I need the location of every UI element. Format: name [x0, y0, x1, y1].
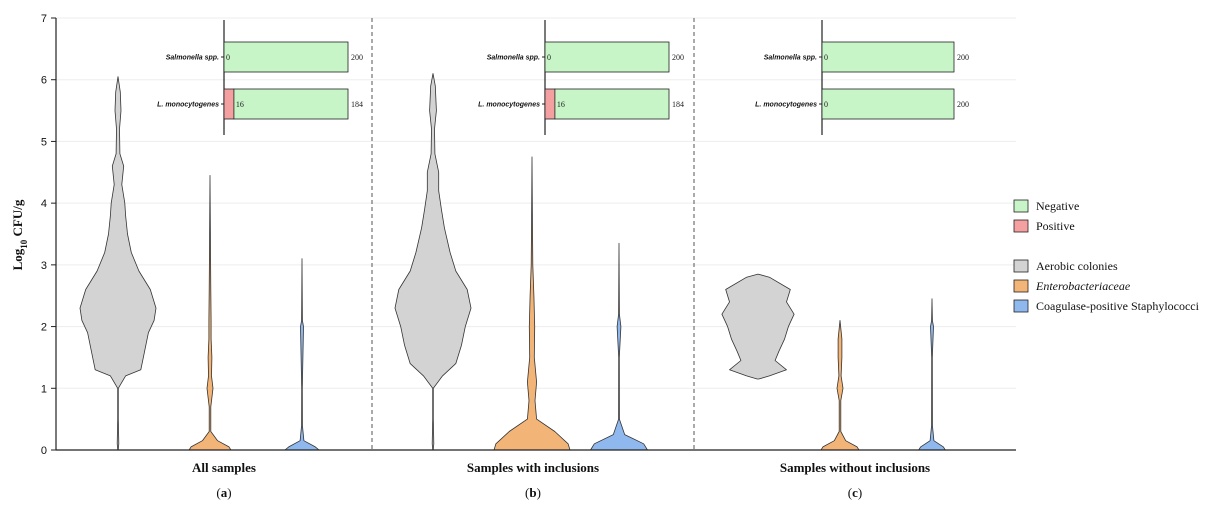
- legend: Negative Positive Aerobic colonies Enteroba…: [1013, 199, 1200, 313]
- y-axis-label: Log10 CFU/g: [10, 199, 29, 270]
- violin-enterobacteriaceae-b: [493, 156, 571, 451]
- inset-bar-negative: [821, 88, 955, 120]
- y-tick-label: 2: [41, 322, 47, 334]
- legend-swatch-coagulase-positive-staphylococci: [1013, 299, 1029, 313]
- inset-value-negative: 184: [672, 100, 684, 109]
- inset-bar-negative: [821, 41, 955, 73]
- violin-aerobic-colonies-c: [721, 273, 795, 380]
- violin-coagulase-positive-staphylococci-a: [284, 258, 320, 451]
- inset-value-negative: 200: [957, 53, 969, 62]
- inset-category-label: L. monocytogenes: [478, 102, 540, 109]
- inset-value-positive: 16: [236, 100, 244, 109]
- gridlines: [56, 17, 1016, 389]
- panel-sublabel-b: (b): [525, 485, 541, 500]
- inset-category-label: Salmonella spp.: [487, 55, 540, 62]
- legend-swatch-positive: [1013, 219, 1029, 233]
- y-tick-label: 3: [41, 260, 47, 272]
- violin-aerobic-colonies-a: [79, 76, 157, 451]
- violin-coagulase-positive-staphylococci-b: [590, 242, 648, 451]
- inset-value-negative: 200: [672, 53, 684, 62]
- panel-title-a: All samples: [192, 460, 256, 475]
- inset-value-negative: 200: [351, 53, 363, 62]
- legend-swatch-negative: [1013, 199, 1029, 213]
- inset-value-positive: 0: [547, 53, 551, 62]
- panel-titles: All samples (a) Samples with inclusions (b)…: [192, 460, 930, 500]
- panel-title-b: Samples with inclusions: [467, 460, 599, 475]
- inset-bar-positive: [223, 88, 235, 120]
- inset-value-positive: 0: [824, 53, 828, 62]
- legend-label-coagulase-positive-staphylococci: Coagulase-positive Staphylococci: [1036, 299, 1200, 313]
- inset-bar-charts: Salmonella spp. 0 200 L. monocytogenes 16 184…: [157, 20, 969, 135]
- inset-bar-negative: [554, 88, 670, 120]
- legend-label-positive: Positive: [1036, 219, 1075, 233]
- inset-bar-negative: [223, 41, 349, 73]
- y-axis: 0 1 2 3 4 5 6 7 Log10 CFU/g: [10, 13, 1016, 457]
- inset-category-label: L. monocytogenes: [157, 102, 219, 109]
- legend-label-negative: Negative: [1036, 199, 1079, 213]
- y-tick-label: 0: [41, 445, 47, 457]
- inset-bar-negative: [233, 88, 349, 120]
- y-tick-label: 5: [41, 136, 47, 148]
- inset-value-positive: 16: [557, 100, 565, 109]
- violin-coagulase-positive-staphylococci-c: [918, 298, 946, 451]
- panel-sublabel-a: (a): [216, 485, 231, 500]
- inset-value-negative: 200: [957, 100, 969, 109]
- legend-swatch-enterobacteriaceae: [1013, 279, 1029, 293]
- violin-enterobacteriaceae-a: [188, 175, 232, 451]
- y-tick-label: 7: [41, 13, 47, 25]
- legend-label-enterobacteriaceae: Enterobacteriaceae: [1035, 279, 1131, 293]
- inset-category-label: L. monocytogenes: [755, 102, 817, 109]
- inset-bar-positive: [544, 88, 556, 120]
- violin-enterobacteriaceae-c: [820, 320, 860, 451]
- y-tick-label: 4: [41, 198, 47, 210]
- legend-label-aerobic-colonies: Aerobic colonies: [1036, 259, 1118, 273]
- panel-sublabel-c: (c): [848, 485, 862, 500]
- panel-title-c: Samples without inclusions: [780, 460, 930, 475]
- inset-bar-negative: [544, 41, 670, 73]
- inset-value-negative: 184: [351, 100, 363, 109]
- y-tick-label: 1: [41, 383, 47, 395]
- y-tick-label: 6: [41, 75, 47, 87]
- inset-category-label: Salmonella spp.: [764, 55, 817, 62]
- inset-value-positive: 0: [824, 100, 828, 109]
- inset-value-positive: 0: [226, 53, 230, 62]
- inset-category-label: Salmonella spp.: [166, 55, 219, 62]
- violin-layer: [79, 73, 946, 451]
- legend-swatch-aerobic-colonies: [1013, 259, 1029, 273]
- panel-dividers: [371, 18, 695, 450]
- violin-aerobic-colonies-b: [394, 73, 472, 451]
